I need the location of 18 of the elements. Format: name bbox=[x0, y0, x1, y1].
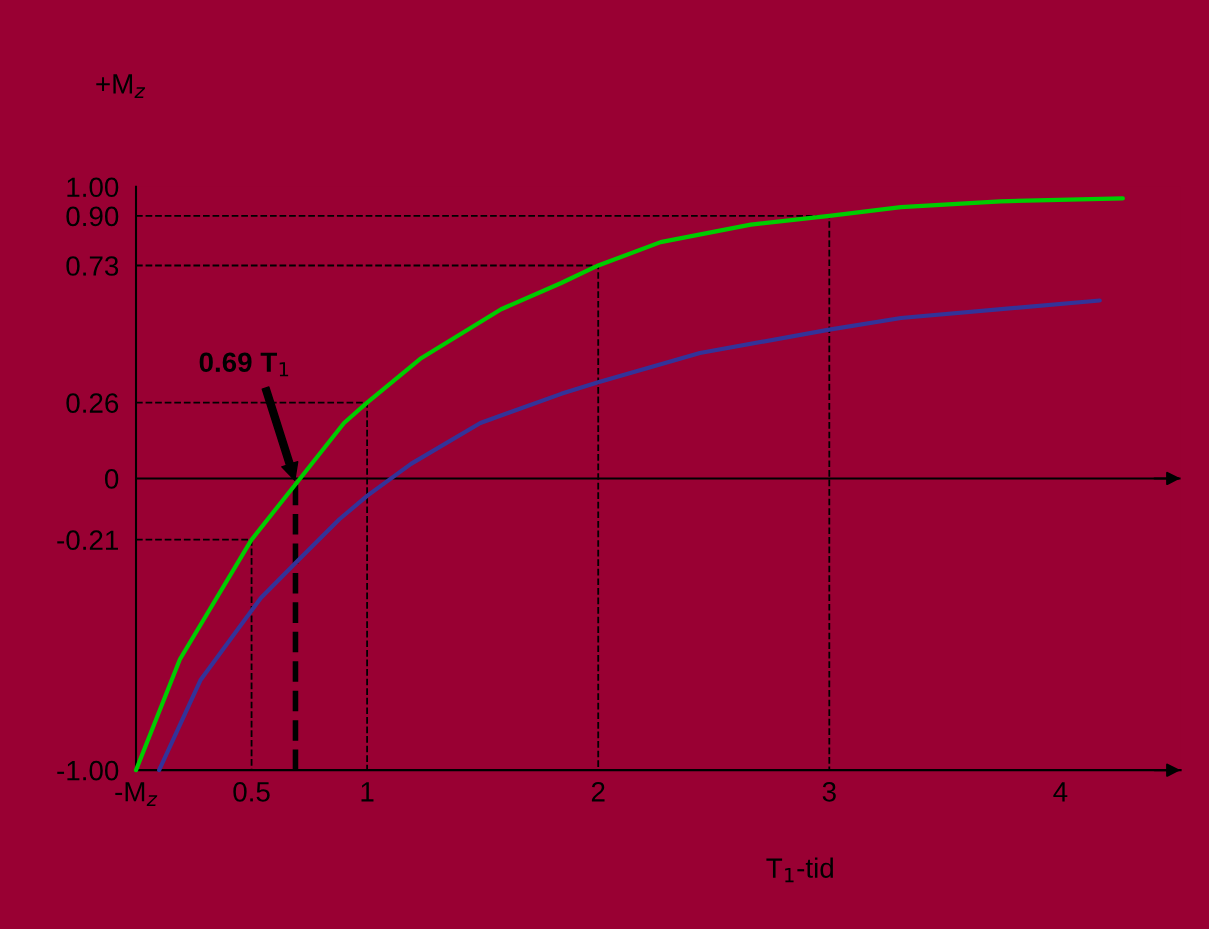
x-tick-label: -M$_{z}$ bbox=[115, 782, 158, 806]
x-tick-label: 3 bbox=[822, 781, 836, 802]
x-tick-label: 2 bbox=[591, 781, 605, 802]
y-axis-title: +M$_{z}$ bbox=[96, 74, 146, 98]
y-tick-label: 0.73 bbox=[66, 256, 119, 276]
y-tick-label: -1.00 bbox=[57, 760, 119, 781]
x-tick-label: 4 bbox=[1053, 782, 1068, 802]
annotation: 0.69 T$_{1}$ bbox=[199, 352, 289, 377]
line-series bbox=[157, 298, 1102, 773]
x-tick-label: 0.5 bbox=[233, 781, 270, 802]
line-series bbox=[133, 196, 1125, 773]
y-tick-label: 0.26 bbox=[66, 393, 119, 413]
x-axis-title: T$_{1}$-tid bbox=[766, 857, 833, 883]
y-tick-label: -0.21 bbox=[57, 530, 118, 551]
x-tick-label: 1 bbox=[361, 782, 374, 802]
y-tick-label: 1.00 bbox=[67, 177, 119, 198]
y-tick-label: 0 bbox=[104, 469, 119, 489]
y-tick-label: 0.90 bbox=[66, 206, 119, 227]
